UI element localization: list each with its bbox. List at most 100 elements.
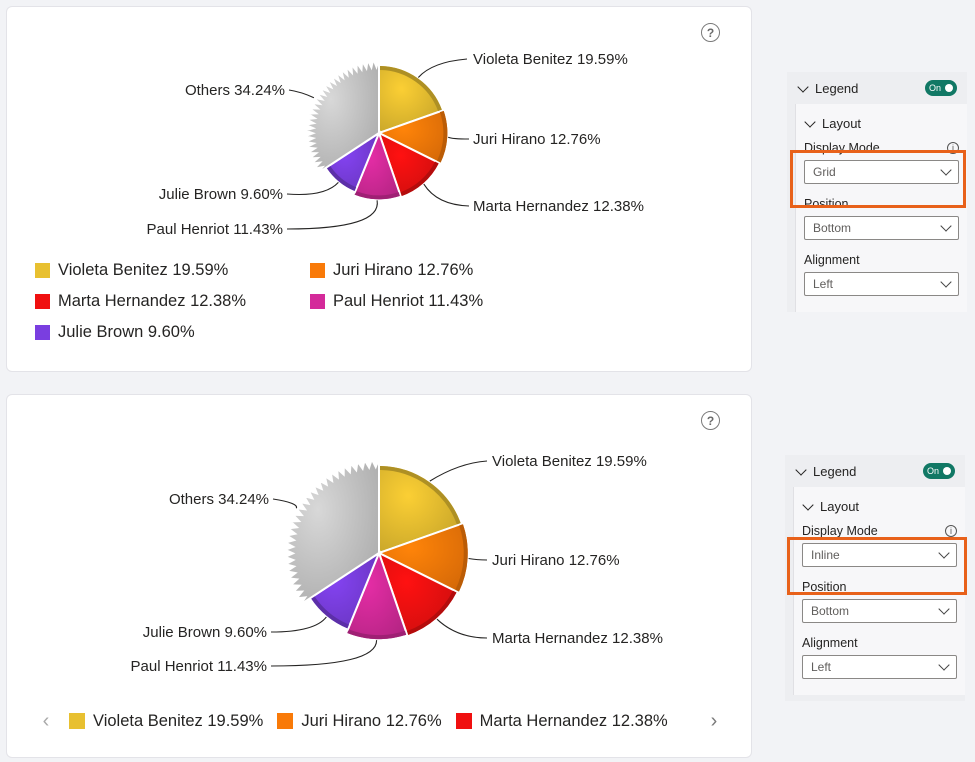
layout-label: Layout [820, 498, 860, 514]
legend-swatch [69, 713, 85, 729]
legend-item[interactable]: Juri Hirano 12.76% [310, 259, 510, 281]
leader-line [417, 58, 468, 78]
alignment-dropdown[interactable]: Left [804, 272, 959, 296]
chevron-down-icon [938, 603, 950, 615]
data-label: Juri Hirano 12.76% [492, 552, 620, 569]
position-label: Position [802, 580, 847, 594]
chart-card-inline: ? Violeta Benitez 19.59% Juri Hirano 12.7… [6, 394, 752, 758]
legend-item[interactable]: Julie Brown 9.60% [35, 321, 310, 343]
chevron-down-icon [797, 80, 809, 93]
legend-item[interactable]: Marta Hernandez 12.38% [35, 290, 310, 312]
legend-label: Julie Brown 9.60% [58, 322, 195, 341]
chart-card-grid: ? Violeta Benitez 19.59% Juri Hirano 12.7… [6, 6, 752, 372]
legend-item[interactable]: Marta Hernandez 12.38% [455, 710, 668, 732]
pie-slice-juri-hirano[interactable] [376, 521, 470, 595]
alignment-dropdown[interactable]: Left [802, 655, 957, 679]
display-mode-label: Display Mode [802, 524, 878, 538]
legend-section-header[interactable]: Legend On [785, 455, 965, 487]
pie-slice-juri-hirano[interactable] [376, 108, 450, 166]
pie-chart-inline[interactable]: Violeta Benitez 19.59% Juri Hirano 12.76%… [7, 395, 753, 695]
leader-line [286, 200, 378, 230]
pie-slice-violeta-benitez[interactable] [378, 63, 445, 135]
alignment-label: Alignment [802, 636, 858, 650]
pie-slice-paul-henriot[interactable] [344, 550, 409, 642]
help-icon[interactable]: ? [701, 411, 720, 430]
data-label: Paul Henriot 11.43% [131, 658, 267, 675]
display-mode-value: Grid [813, 165, 836, 179]
data-label: Marta Hernandez 12.38% [473, 198, 644, 215]
chevron-down-icon [940, 276, 952, 288]
leader-line [436, 618, 488, 639]
legend-swatch [455, 713, 472, 729]
pie-slice-rim [379, 66, 442, 112]
data-label: Julie Brown 9.60% [143, 624, 267, 641]
legend-item[interactable]: Paul Henriot 11.43% [310, 290, 510, 312]
leader-line [270, 616, 327, 633]
legend-prev-icon[interactable]: ‹ [42, 710, 50, 732]
legend-label: Juri Hirano 12.76% [333, 260, 474, 279]
display-mode-label: Display Mode [804, 141, 880, 155]
legend-section-header[interactable]: Legend On [787, 72, 967, 104]
position-label: Position [804, 197, 849, 211]
data-label: Marta Hernandez 12.38% [492, 630, 663, 647]
info-icon[interactable]: i [947, 142, 959, 154]
display-mode-dropdown[interactable]: Grid [804, 160, 959, 184]
leader-line [423, 183, 470, 207]
chevron-down-icon [940, 220, 952, 232]
pie-slice-paul-henriot[interactable] [352, 130, 403, 202]
data-label: Violeta Benitez 19.59% [492, 453, 647, 470]
legend-section-label: Legend [815, 80, 859, 96]
chevron-down-icon [804, 115, 816, 128]
leader-line [468, 557, 488, 561]
data-label: Others 34.24% [169, 491, 269, 508]
position-dropdown[interactable]: Bottom [802, 599, 957, 623]
display-mode-value: Inline [811, 548, 840, 562]
legend-grid: Violeta Benitez 19.59% Juri Hirano 12.76… [35, 259, 510, 343]
chevron-down-icon [938, 659, 950, 671]
layout-header[interactable]: Layout [802, 495, 957, 517]
data-label: Paul Henriot 11.43% [147, 221, 283, 238]
pie-slice-rim [379, 466, 461, 525]
legend-swatch [35, 324, 50, 340]
legend-toggle[interactable]: On [923, 463, 955, 479]
pie-slice-rim [326, 165, 357, 192]
data-label: Violeta Benitez 19.59% [473, 51, 628, 68]
legend-label: Violeta Benitez 19.59% [93, 711, 264, 730]
legend-swatch [310, 293, 325, 309]
info-icon[interactable]: i [945, 525, 957, 537]
pie-slice-rim [347, 629, 407, 640]
pie-slice-rim [436, 110, 448, 163]
legend-next-icon[interactable]: › [710, 710, 718, 732]
position-value: Bottom [811, 604, 850, 618]
leader-line [447, 136, 470, 140]
legend-swatch [277, 713, 294, 729]
legend-swatch [310, 262, 325, 278]
display-mode-dropdown[interactable]: Inline [802, 543, 957, 567]
legend-item[interactable]: Juri Hirano 12.76% [277, 710, 442, 732]
alignment-value: Left [813, 277, 834, 291]
alignment-value: Left [811, 660, 832, 674]
legend-label: Marta Hernandez 12.38% [58, 291, 247, 310]
pie-slice-rim [311, 596, 350, 629]
legend-label: Paul Henriot 11.43% [333, 291, 484, 310]
position-dropdown[interactable]: Bottom [804, 216, 959, 240]
legend-item[interactable]: Violeta Benitez 19.59% [69, 710, 263, 732]
pie-chart-grid[interactable]: Violeta Benitez 19.59% Juri Hirano 12.76%… [7, 7, 753, 257]
layout-header[interactable]: Layout [804, 112, 959, 134]
data-label: Juri Hirano 12.76% [473, 131, 601, 148]
layout-group: Layout Display Mode i Inline Position Bot… [793, 487, 965, 695]
leader-line [270, 640, 378, 667]
pie-slice-rim [406, 590, 457, 635]
chevron-down-icon [938, 547, 950, 559]
legend-swatch [35, 293, 50, 309]
legend-item[interactable]: Violeta Benitez 19.59% [35, 259, 310, 281]
alignment-label: Alignment [804, 253, 860, 267]
data-label: Julie Brown 9.60% [159, 186, 283, 203]
legend-label: Juri Hirano 12.76% [301, 711, 442, 730]
help-icon[interactable]: ? [701, 23, 720, 42]
pie-slice-rim [455, 524, 468, 592]
chevron-down-icon [795, 463, 807, 476]
legend-label: Marta Hernandez 12.38% [479, 711, 668, 730]
legend-toggle[interactable]: On [925, 80, 957, 96]
leader-line [288, 89, 315, 99]
